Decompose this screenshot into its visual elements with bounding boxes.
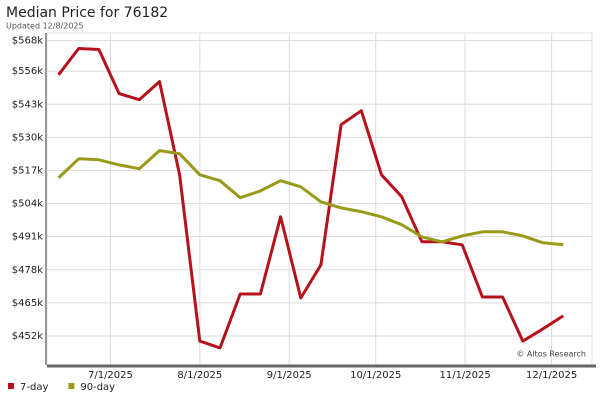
annotation: © Altos Research [516, 350, 586, 359]
x-tick-label: 10/1/2025 [350, 370, 401, 381]
y-tick-label: $491k [12, 232, 43, 243]
y-tick-label: $543k [12, 99, 43, 110]
y-tick-label: $478k [12, 265, 43, 276]
y-tick-label: $556k [12, 66, 43, 77]
legend-swatch [68, 383, 75, 389]
x-tick-label: 9/1/2025 [267, 370, 312, 381]
chart-subtitle: Updated 12/8/2025 [6, 22, 84, 31]
series-line [57, 47, 565, 350]
y-tick-label: $504k [12, 199, 43, 210]
legend-swatch [8, 383, 14, 389]
x-tick-label: 7/1/2025 [88, 370, 133, 381]
legend-label: 90-day [80, 382, 115, 393]
x-tick-label: 8/1/2025 [177, 370, 222, 381]
y-tick-label: $517k [12, 165, 43, 176]
legend-label: 7-day [20, 382, 48, 393]
y-tick-label: $568k [12, 36, 43, 47]
series-line [57, 149, 564, 247]
y-tick-label: $530k [12, 132, 43, 143]
y-tick-label: $465k [12, 298, 43, 309]
chart-title: Median Price for 76182 [6, 5, 168, 21]
x-tick-label: 11/1/2025 [439, 370, 490, 381]
x-tick-label: 12/1/2025 [526, 370, 577, 381]
y-tick-label: $452k [12, 331, 43, 342]
